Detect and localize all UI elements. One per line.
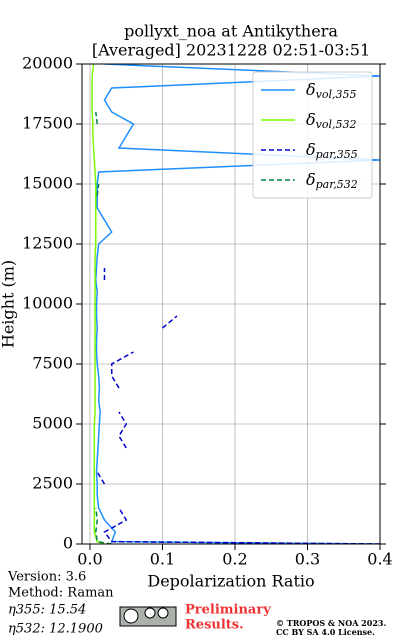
eta355: η355: 15.54 [8, 603, 86, 618]
series-line [162, 315, 178, 329]
copyright: © TROPOS & NOA 2023. [276, 618, 386, 628]
series-line [110, 351, 134, 389]
y-tick-label: 5000 [32, 414, 73, 433]
method: Method: Raman [8, 586, 114, 601]
y-tick-label: 12500 [22, 234, 73, 253]
x-tick-label: 0.2 [222, 550, 247, 569]
x-tick-label: 0.0 [77, 550, 102, 569]
series-line [96, 471, 106, 485]
series-line [95, 64, 380, 544]
legend-box [252, 71, 373, 199]
y-tick-label: 17500 [22, 114, 73, 133]
x-tick-label: 0.1 [150, 550, 175, 569]
chart-title: [Averaged] 20231228 02:51-03:51 [92, 41, 370, 60]
x-tick-label: 0.4 [367, 550, 392, 569]
legend-label: δpar,532 [306, 170, 358, 192]
y-tick-label: 2500 [32, 474, 73, 493]
series-line [91, 64, 105, 544]
series-line [96, 183, 100, 197]
y-tick-label: 0 [63, 534, 73, 553]
legend-label: δpar,355 [306, 140, 358, 162]
y-axis-label: Height (m) [0, 260, 18, 348]
y-tick-label: 20000 [22, 54, 73, 73]
x-tick-label: 0.3 [295, 550, 320, 569]
preliminary: Preliminary [185, 603, 271, 618]
chart-title: pollyxt_noa at Antikythera [124, 22, 338, 41]
series-line [95, 111, 98, 125]
series-line [95, 507, 112, 544]
legend-label: δvol,532 [306, 110, 357, 132]
series-line [118, 411, 128, 449]
eta532: η532: 12.1900 [8, 622, 103, 637]
y-tick-label: 7500 [32, 354, 73, 373]
cc-logo [119, 606, 177, 627]
copyright: CC BY SA 4.0 License. [276, 627, 375, 637]
legend-label: δvol,355 [306, 80, 357, 102]
version: Version: 3.6 [7, 570, 86, 585]
y-tick-label: 10000 [22, 294, 73, 313]
series-line [103, 507, 380, 544]
x-axis-label: Depolarization Ratio [147, 572, 314, 591]
plot-frame [81, 63, 381, 545]
preliminary: Results. [185, 618, 244, 633]
y-tick-label: 15000 [22, 174, 73, 193]
